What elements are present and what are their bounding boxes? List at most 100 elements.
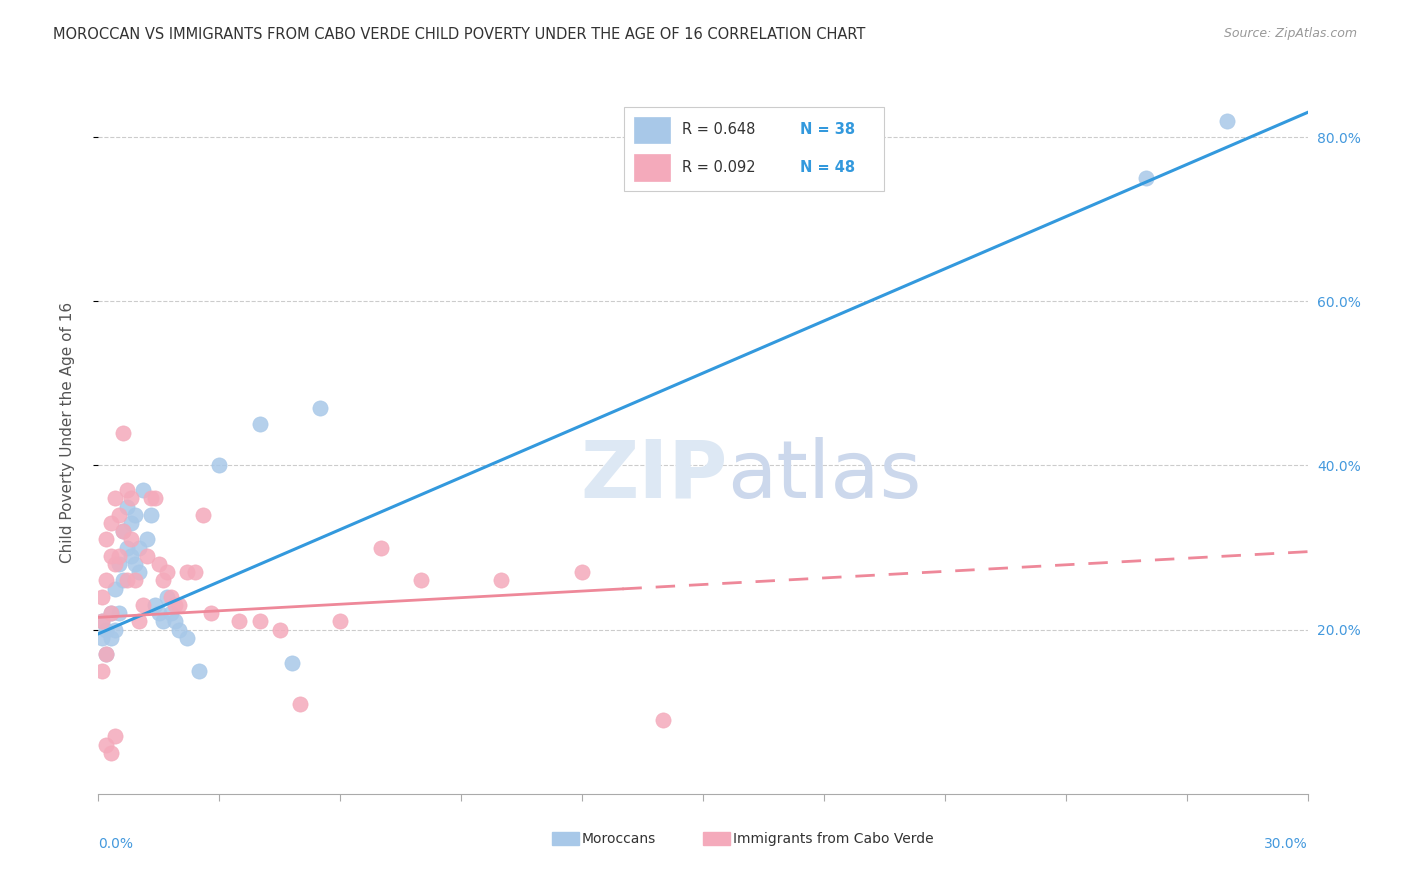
Point bbox=[208, 458, 231, 473]
Point bbox=[193, 508, 215, 522]
Text: MOROCCAN VS IMMIGRANTS FROM CABO VERDE CHILD POVERTY UNDER THE AGE OF 16 CORRELA: MOROCCAN VS IMMIGRANTS FROM CABO VERDE C… bbox=[53, 27, 866, 42]
Point bbox=[115, 483, 138, 497]
Y-axis label: Child Poverty Under the Age of 16: Child Poverty Under the Age of 16 bbox=[60, 302, 75, 563]
Point bbox=[156, 565, 179, 579]
Point bbox=[115, 541, 138, 555]
Point bbox=[409, 574, 432, 588]
Point bbox=[107, 607, 129, 621]
Point bbox=[167, 623, 190, 637]
Point bbox=[111, 574, 134, 588]
Point bbox=[288, 697, 311, 711]
Point bbox=[148, 557, 170, 571]
Point bbox=[160, 590, 183, 604]
Point bbox=[103, 730, 125, 744]
Point bbox=[167, 598, 190, 612]
Point bbox=[281, 656, 304, 670]
Point bbox=[163, 598, 186, 612]
Point bbox=[96, 533, 118, 547]
Point bbox=[100, 549, 122, 563]
Point bbox=[91, 664, 114, 678]
Point bbox=[143, 491, 166, 506]
Point bbox=[107, 557, 129, 571]
Point bbox=[139, 491, 162, 506]
Text: 0.0%: 0.0% bbox=[98, 838, 134, 851]
Point bbox=[309, 401, 332, 415]
Text: R = 0.648: R = 0.648 bbox=[682, 122, 756, 137]
Point bbox=[128, 565, 150, 579]
Point bbox=[132, 598, 155, 612]
Point bbox=[160, 607, 183, 621]
Point bbox=[329, 615, 352, 629]
Point bbox=[249, 615, 271, 629]
Point bbox=[156, 590, 179, 604]
Text: Moroccans: Moroccans bbox=[582, 831, 657, 846]
Point bbox=[91, 590, 114, 604]
Point bbox=[100, 631, 122, 645]
Point bbox=[132, 483, 155, 497]
Point bbox=[1135, 171, 1157, 186]
Text: Immigrants from Cabo Verde: Immigrants from Cabo Verde bbox=[734, 831, 934, 846]
Point bbox=[124, 557, 146, 571]
Point bbox=[120, 516, 142, 530]
Point bbox=[124, 508, 146, 522]
Point bbox=[139, 508, 162, 522]
Bar bbox=[634, 154, 671, 180]
Point bbox=[115, 574, 138, 588]
Point bbox=[107, 508, 129, 522]
Point bbox=[651, 713, 673, 727]
Point bbox=[571, 565, 593, 579]
Point bbox=[96, 648, 118, 662]
Bar bbox=[634, 117, 671, 144]
Point bbox=[120, 491, 142, 506]
Point bbox=[100, 746, 122, 760]
Point bbox=[148, 607, 170, 621]
Point bbox=[96, 648, 118, 662]
Point bbox=[1216, 113, 1239, 128]
Point bbox=[152, 615, 174, 629]
Text: N = 38: N = 38 bbox=[800, 122, 855, 137]
Point bbox=[100, 516, 122, 530]
Point bbox=[143, 598, 166, 612]
Point bbox=[249, 417, 271, 432]
Bar bbox=[551, 831, 579, 846]
Point bbox=[96, 738, 118, 752]
Text: ZIP: ZIP bbox=[579, 437, 727, 515]
Point bbox=[111, 425, 134, 440]
Text: Source: ZipAtlas.com: Source: ZipAtlas.com bbox=[1223, 27, 1357, 40]
Point bbox=[176, 631, 198, 645]
Point bbox=[135, 533, 157, 547]
Text: N = 48: N = 48 bbox=[800, 160, 855, 175]
Point bbox=[269, 623, 291, 637]
Text: 30.0%: 30.0% bbox=[1264, 838, 1308, 851]
Point bbox=[91, 631, 114, 645]
Point bbox=[370, 541, 392, 555]
Point bbox=[124, 574, 146, 588]
Point bbox=[100, 607, 122, 621]
Text: R = 0.092: R = 0.092 bbox=[682, 160, 756, 175]
Text: atlas: atlas bbox=[727, 437, 921, 515]
Point bbox=[228, 615, 250, 629]
Point bbox=[135, 549, 157, 563]
Point bbox=[96, 574, 118, 588]
Point bbox=[152, 574, 174, 588]
Point bbox=[120, 533, 142, 547]
Point bbox=[111, 524, 134, 538]
Point bbox=[91, 615, 114, 629]
Point bbox=[128, 541, 150, 555]
Point bbox=[128, 615, 150, 629]
Point bbox=[103, 623, 125, 637]
Point bbox=[103, 582, 125, 596]
Point bbox=[96, 623, 118, 637]
Point bbox=[120, 549, 142, 563]
Point bbox=[200, 607, 222, 621]
Point bbox=[111, 524, 134, 538]
Point bbox=[115, 500, 138, 514]
Point bbox=[103, 557, 125, 571]
FancyBboxPatch shape bbox=[624, 108, 884, 191]
Point bbox=[103, 491, 125, 506]
Bar bbox=[703, 831, 730, 846]
Point bbox=[163, 615, 186, 629]
Point bbox=[184, 565, 207, 579]
Point bbox=[91, 615, 114, 629]
Point bbox=[107, 549, 129, 563]
